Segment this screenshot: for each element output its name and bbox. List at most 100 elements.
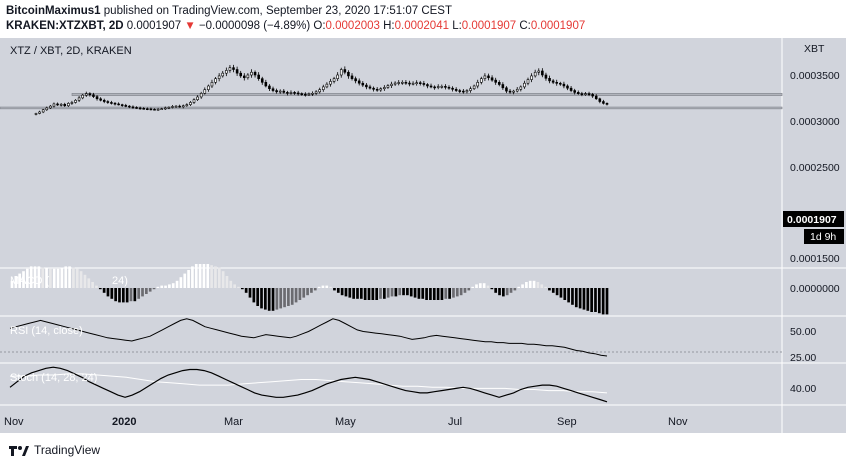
macd-bar: [37, 266, 41, 288]
candle-body: [70, 102, 74, 104]
macd-bar: [375, 288, 379, 300]
macd-bar: [271, 288, 275, 311]
macd-bar: [367, 288, 371, 300]
rsi-title: RSI (14, close): [10, 325, 83, 337]
candle-body: [81, 94, 84, 99]
macd-bar: [394, 288, 398, 297]
candle-body: [52, 103, 56, 107]
macd-bar: [475, 284, 478, 288]
rsi-tick-50: 50.00: [790, 326, 816, 338]
macd-title-tail: 24): [112, 275, 128, 287]
candle-body: [49, 105, 52, 109]
macd-bar: [325, 285, 329, 288]
macd-bar: [248, 288, 252, 298]
candle-body: [444, 86, 447, 88]
macd-bar: [597, 288, 601, 314]
candle-body: [207, 85, 210, 90]
stoch-title: Stoch (14, 28, 24): [10, 372, 97, 384]
footer-brand[interactable]: TradingView: [8, 443, 100, 457]
support-zones: [0, 93, 783, 110]
candle-body: [598, 98, 602, 102]
candle-body: [135, 107, 138, 109]
macd-bar: [548, 288, 551, 291]
time-label-nov-2020: Nov: [668, 416, 688, 428]
close-label: C:: [519, 20, 531, 32]
macd-bar: [29, 266, 33, 288]
open-label: O:: [313, 20, 326, 32]
macd-bar: [521, 284, 524, 288]
candle-body: [210, 82, 214, 87]
macd-bar: [383, 288, 386, 299]
candle-body: [171, 106, 174, 108]
macd-bar: [505, 288, 509, 296]
candle-body: [99, 98, 102, 101]
open-value: 0.0002003: [325, 20, 380, 32]
macd-bar: [22, 271, 25, 288]
macd-bar: [118, 288, 121, 303]
candle-body: [196, 96, 199, 101]
candle-body: [465, 90, 469, 93]
macd-bar: [502, 288, 505, 297]
macd-bar: [574, 288, 578, 308]
candle-body: [56, 103, 59, 106]
macd-bar: [164, 285, 167, 288]
candle-body: [260, 78, 264, 83]
candle-body: [533, 71, 537, 77]
candle-body: [401, 82, 404, 84]
candle-body: [462, 90, 465, 93]
macd-bar: [240, 288, 244, 290]
candle-body: [88, 93, 92, 96]
candle-body: [142, 108, 146, 110]
candle-body: [225, 70, 228, 74]
macd-bar: [536, 282, 540, 288]
macd-bar: [148, 288, 152, 292]
macd-bar: [421, 288, 425, 299]
candle-body: [541, 70, 544, 76]
candle-body: [314, 91, 318, 94]
candle-body: [343, 69, 347, 73]
macd-bar: [179, 277, 183, 288]
candle-body: [264, 82, 268, 87]
macd-bar: [260, 288, 263, 309]
candle-body: [289, 92, 293, 94]
macd-bar: [467, 288, 471, 291]
candle-body: [293, 92, 296, 94]
candle-body: [253, 71, 257, 76]
macd-bar: [463, 288, 467, 293]
macd-bar: [175, 280, 179, 288]
high-label: H:: [383, 20, 395, 32]
macd-bar: [348, 288, 352, 298]
macd-bar: [340, 288, 344, 296]
candle-body: [551, 80, 555, 83]
macd-bar: [10, 280, 14, 288]
candle-body: [418, 82, 422, 84]
macd-bar: [214, 266, 217, 288]
candle-body: [573, 90, 576, 93]
macd-histogram: [10, 264, 609, 315]
macd-bar: [313, 288, 317, 291]
last-price-tag-text: 0.0001907: [787, 214, 837, 226]
macd-bar: [98, 288, 102, 290]
macd-bar: [45, 267, 48, 288]
macd-bar: [402, 288, 405, 296]
time-label-nov-2019: Nov: [4, 416, 24, 428]
candle-body: [153, 108, 156, 111]
author-name[interactable]: BitcoinMaximus1: [6, 5, 101, 17]
macd-bar: [440, 288, 444, 300]
candle-body: [235, 69, 239, 74]
candle-body: [128, 105, 131, 108]
candle-body: [515, 88, 519, 92]
macd-bar: [191, 266, 194, 288]
macd-bar: [582, 288, 586, 310]
macd-tick: 0.0000000: [790, 283, 840, 295]
candle-body: [59, 103, 63, 106]
low-label: L:: [452, 20, 462, 32]
candle-body: [167, 106, 171, 109]
candle-body: [458, 90, 462, 92]
candle-body: [38, 111, 41, 114]
macd-bar: [551, 288, 555, 293]
candle-body: [41, 109, 45, 113]
candle-body: [368, 86, 372, 89]
time-label-may: May: [335, 416, 356, 428]
